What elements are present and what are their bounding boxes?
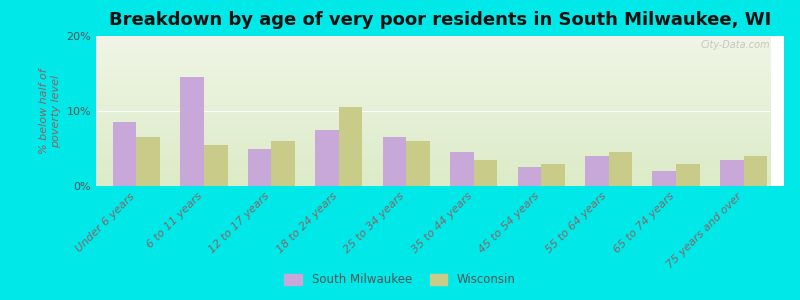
Bar <box>96 79 770 81</box>
Bar <box>96 49 770 51</box>
Bar <box>96 143 770 146</box>
Bar <box>113 122 137 186</box>
Bar <box>96 64 770 66</box>
Bar <box>137 137 160 186</box>
Bar <box>96 98 770 101</box>
Title: Breakdown by age of very poor residents in South Milwaukee, WI: Breakdown by age of very poor residents … <box>109 11 771 29</box>
Text: City-Data.com: City-Data.com <box>701 40 770 50</box>
Bar <box>653 171 676 186</box>
Bar <box>96 38 770 41</box>
Bar <box>96 74 770 76</box>
Bar <box>96 126 770 128</box>
Bar <box>96 141 770 143</box>
Bar <box>96 44 770 46</box>
Bar <box>96 58 770 61</box>
Bar <box>96 68 770 71</box>
Bar <box>339 107 362 186</box>
Bar <box>96 101 770 104</box>
Bar <box>96 124 770 126</box>
Bar <box>96 86 770 88</box>
Bar <box>96 178 770 181</box>
Bar <box>450 152 474 186</box>
Bar <box>96 128 770 131</box>
Bar <box>96 46 770 49</box>
Bar <box>204 145 227 186</box>
Bar <box>96 36 770 38</box>
Bar <box>96 173 770 176</box>
Bar <box>541 164 565 186</box>
Bar <box>96 146 770 148</box>
Bar <box>96 111 770 113</box>
Bar <box>248 148 271 186</box>
Bar <box>96 56 770 58</box>
Bar <box>96 116 770 119</box>
Bar <box>96 134 770 136</box>
Bar <box>96 184 770 186</box>
Bar <box>585 156 609 186</box>
Bar <box>609 152 632 186</box>
Bar <box>96 61 770 64</box>
Bar <box>743 156 767 186</box>
Bar <box>96 53 770 56</box>
Bar <box>96 164 770 166</box>
Bar <box>96 109 770 111</box>
Bar <box>96 113 770 116</box>
Bar <box>96 169 770 171</box>
Bar <box>96 176 770 178</box>
Bar <box>96 166 770 169</box>
Bar <box>96 121 770 124</box>
Bar <box>96 136 770 139</box>
Bar <box>96 158 770 161</box>
Bar <box>720 160 743 186</box>
Bar <box>96 96 770 98</box>
Bar <box>96 88 770 91</box>
Bar <box>518 167 541 186</box>
Bar <box>96 41 770 43</box>
Bar <box>96 83 770 86</box>
Bar <box>96 118 770 121</box>
Bar <box>96 171 770 173</box>
Bar <box>96 156 770 158</box>
Legend: South Milwaukee, Wisconsin: South Milwaukee, Wisconsin <box>280 269 520 291</box>
Bar <box>96 106 770 109</box>
Bar <box>96 71 770 74</box>
Bar <box>96 81 770 83</box>
Bar <box>96 103 770 106</box>
Bar <box>180 77 204 186</box>
Bar <box>96 151 770 154</box>
Bar <box>96 148 770 151</box>
Bar <box>676 164 700 186</box>
Bar <box>96 94 770 96</box>
Bar <box>96 66 770 68</box>
Bar <box>271 141 295 186</box>
Bar <box>406 141 430 186</box>
Bar <box>96 91 770 94</box>
Bar <box>96 139 770 141</box>
Bar <box>96 154 770 156</box>
Bar <box>315 130 339 186</box>
Bar <box>474 160 498 186</box>
Bar <box>96 181 770 184</box>
Bar <box>96 161 770 164</box>
Bar <box>96 51 770 53</box>
Y-axis label: % below half of
poverty level: % below half of poverty level <box>39 68 61 154</box>
Bar <box>382 137 406 186</box>
Bar <box>96 76 770 79</box>
Bar <box>96 131 770 134</box>
